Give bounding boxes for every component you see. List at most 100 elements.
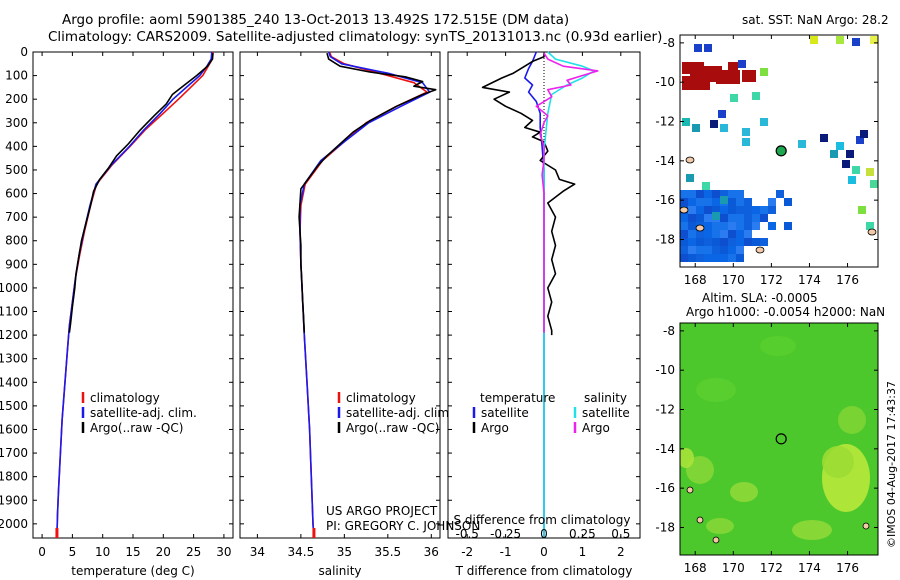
top-tick-label: 0.5 xyxy=(611,527,630,541)
top-tick-label: -0.25 xyxy=(490,527,521,541)
land-outline xyxy=(696,516,704,524)
sla-blob xyxy=(838,406,866,434)
legend-label: climatology xyxy=(346,391,416,405)
sst-cell xyxy=(704,230,712,238)
y-tick-label: 1800 xyxy=(0,470,28,484)
sst-cell xyxy=(768,206,776,214)
sst-cell xyxy=(728,190,736,198)
sst-cell xyxy=(688,214,696,222)
sst-cell xyxy=(688,230,696,238)
sst-cell xyxy=(768,222,776,230)
sst-cell xyxy=(696,198,704,206)
sla-cells xyxy=(680,323,878,555)
sst-cell xyxy=(820,134,828,142)
sst-cell xyxy=(720,214,728,222)
sla-map-title-line2: Argo h1000: -0.0054 h2000: NaN xyxy=(686,305,885,319)
sst-cell xyxy=(680,222,688,230)
sst-cell xyxy=(720,124,728,132)
y-tick-label: 100 xyxy=(5,69,28,83)
x-tick-label: 0 xyxy=(38,545,46,559)
sst-cell xyxy=(728,62,738,72)
sst-cell xyxy=(696,246,704,254)
y-tick-label: -10 xyxy=(655,363,675,377)
sst-cell xyxy=(752,222,760,230)
legend-label: satellite-adj. clim. xyxy=(90,406,197,420)
sst-cell xyxy=(712,230,720,238)
land-outline xyxy=(686,486,694,494)
sst-cell xyxy=(866,168,874,176)
top-tick-label: 0.25 xyxy=(569,527,596,541)
sst-cell xyxy=(704,246,712,254)
sst-cell xyxy=(712,222,720,230)
sst-cell xyxy=(752,206,760,214)
sst-cell xyxy=(680,214,688,222)
y-tick-label: -12 xyxy=(655,403,675,417)
legend-label: Argo xyxy=(481,421,509,435)
top-axis-label: S difference from climatology xyxy=(454,513,631,527)
sst-cell xyxy=(858,206,866,214)
sst-cell xyxy=(694,44,702,52)
y-tick-label: 1200 xyxy=(0,328,28,342)
sst-cell xyxy=(736,222,744,230)
land-outline xyxy=(862,522,870,530)
land-outline xyxy=(755,246,765,254)
sst-cell xyxy=(710,120,718,128)
land-outline xyxy=(685,156,695,164)
sst-cell xyxy=(728,230,736,238)
y-tick-label: 1000 xyxy=(0,281,28,295)
y-tick-label: 1900 xyxy=(0,493,28,507)
legend-label: satellite xyxy=(481,406,529,420)
sst-cell xyxy=(728,198,736,206)
x-tick-label: 2 xyxy=(617,545,625,559)
sst-cell xyxy=(752,238,760,246)
series-line-argo xyxy=(68,53,214,333)
y-tick-label: 1100 xyxy=(0,305,28,319)
y-tick-label: 200 xyxy=(5,92,28,106)
map-frame xyxy=(679,34,879,268)
sst-cell xyxy=(718,110,726,118)
series-line-argo xyxy=(481,53,576,336)
y-tick-label: -10 xyxy=(655,75,675,89)
sst-cell xyxy=(688,254,696,262)
sst-cell xyxy=(696,214,704,222)
credit-project: US ARGO PROJECT xyxy=(326,504,438,518)
sst-cell xyxy=(860,130,868,138)
sst-cell xyxy=(798,140,806,148)
x-tick-label: 20 xyxy=(156,545,171,559)
salinity-panel: 34 34.5 35 35.5 36 salinity climatologysatelli… xyxy=(239,51,453,578)
y-tick-label: 1600 xyxy=(0,422,28,436)
y-tick-label: 400 xyxy=(5,139,28,153)
x-tick-label: 34.5 xyxy=(288,545,315,559)
legend-label: climatology xyxy=(90,391,160,405)
x-tick-label: 25 xyxy=(186,545,201,559)
sst-cell xyxy=(776,190,784,198)
sst-cell xyxy=(712,206,720,214)
sst-cell xyxy=(736,230,744,238)
sla-map-title-line1: Altim. SLA: -0.0005 xyxy=(702,291,818,305)
y-tick-label: 300 xyxy=(5,116,28,130)
sst-cell xyxy=(688,238,696,246)
y-tick-label: 1700 xyxy=(0,446,28,460)
sst-cell xyxy=(744,214,752,222)
sst-cell xyxy=(712,198,720,206)
y-tick-label: 800 xyxy=(5,234,28,248)
sst-cell xyxy=(720,196,728,204)
sst-cell xyxy=(856,136,864,144)
top-tick-label: -0.5 xyxy=(455,527,478,541)
sst-cell xyxy=(760,214,768,222)
sst-cell xyxy=(688,190,696,198)
sst-cell xyxy=(680,190,688,198)
sst-cell xyxy=(852,38,860,46)
x-tick-label: 5 xyxy=(69,545,77,559)
sla-blob xyxy=(822,446,854,478)
sla-blob xyxy=(686,456,714,484)
legend-title-temperature: temperature xyxy=(480,391,555,405)
y-tick-label: 1300 xyxy=(0,352,28,366)
x-tick-label: 170 xyxy=(722,561,745,575)
sst-cell xyxy=(744,206,752,214)
difference-panel: -2 -1 0 1 2 T difference from climatology -0.5… xyxy=(447,51,641,578)
x-tick-label: 174 xyxy=(798,561,821,575)
sst-cell xyxy=(752,92,760,100)
sst-cell xyxy=(704,254,712,262)
